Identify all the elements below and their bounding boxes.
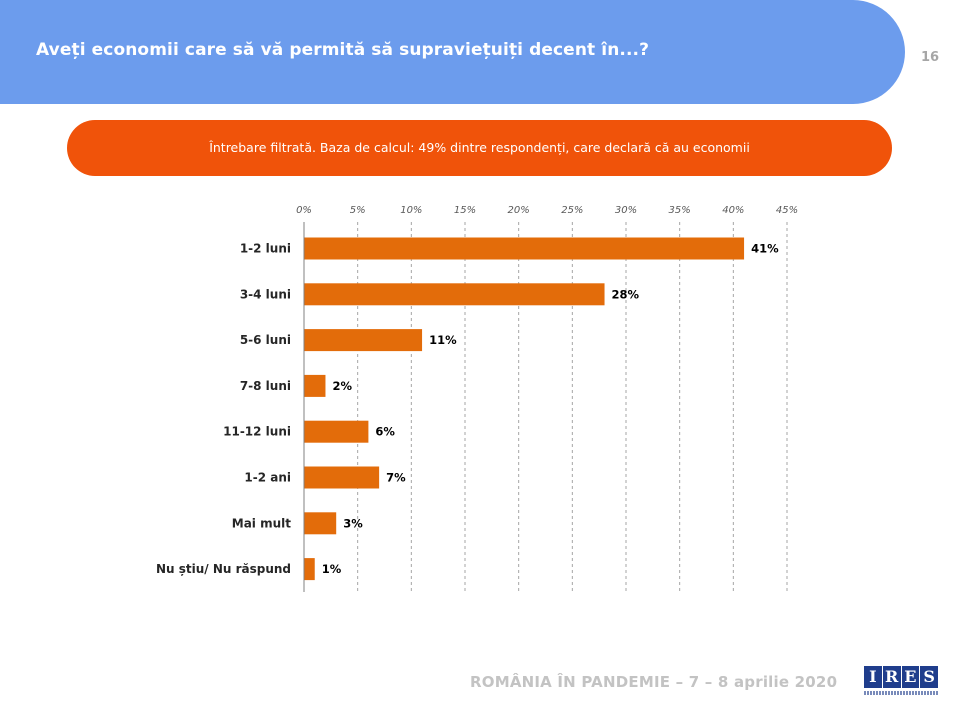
x-tick-label: 35%: [669, 205, 691, 216]
value-label: 3%: [343, 516, 363, 530]
category-label: 1-2 luni: [240, 242, 291, 256]
x-tick-label: 0%: [296, 205, 312, 216]
x-tick-label: 20%: [508, 205, 530, 216]
x-tick-label: 30%: [615, 205, 637, 216]
bar: [304, 374, 326, 397]
value-label: 41%: [751, 242, 779, 256]
value-label: 1%: [322, 562, 342, 576]
value-labels: 41% 28% 11% 2% 6% 7% 3% 1%: [322, 242, 779, 577]
value-label: 2%: [332, 379, 352, 393]
logo-letter: E: [901, 666, 920, 688]
category-label: 5-6 luni: [240, 333, 291, 347]
bar: [304, 237, 745, 260]
value-label: 28%: [612, 287, 640, 301]
value-label: 6%: [375, 425, 395, 439]
bar: [304, 329, 423, 352]
x-tick-label: 15%: [454, 205, 476, 216]
title-banner: Aveți economii care să vă permită să sup…: [0, 0, 905, 104]
x-axis-ticks: 0% 5% 10% 15% 20% 25% 30% 35% 40% 45%: [296, 205, 798, 216]
logo-subtitle-strip: [864, 691, 938, 695]
category-label: Nu știu/ Nu răspund: [156, 562, 291, 576]
logo-letter: I: [864, 666, 882, 688]
bar: [304, 420, 369, 443]
gridlines: [357, 222, 788, 592]
page-number: 16: [920, 50, 940, 65]
bar: [304, 466, 380, 489]
category-label: 1-2 ani: [244, 471, 291, 485]
category-labels: 1-2 luni 3-4 luni 5-6 luni 7-8 luni 11-12 lu…: [156, 242, 291, 577]
x-tick-label: 5%: [350, 205, 366, 216]
x-tick-label: 45%: [776, 205, 798, 216]
slide-title: Aveți economii care să vă permită să sup…: [36, 40, 650, 60]
filter-note: Întrebare filtrată. Baza de calcul: 49% …: [67, 120, 892, 176]
bar: [304, 512, 337, 535]
x-tick-label: 40%: [722, 205, 744, 216]
category-label: 3-4 luni: [240, 287, 291, 301]
x-tick-label: 10%: [400, 205, 422, 216]
category-label: 7-8 luni: [240, 379, 291, 393]
bar: [304, 558, 315, 581]
footer-caption: ROMÂNIA ÎN PANDEMIE – 7 – 8 aprilie 2020: [470, 673, 838, 691]
logo-letter: S: [920, 666, 938, 688]
bars: [304, 237, 745, 581]
logo-letter: R: [882, 666, 901, 688]
value-label: 7%: [386, 471, 406, 485]
category-label: 11-12 luni: [223, 425, 291, 439]
value-label: 11%: [429, 333, 457, 347]
x-tick-label: 25%: [561, 205, 583, 216]
category-label: Mai mult: [232, 516, 291, 530]
bar: [304, 283, 605, 306]
